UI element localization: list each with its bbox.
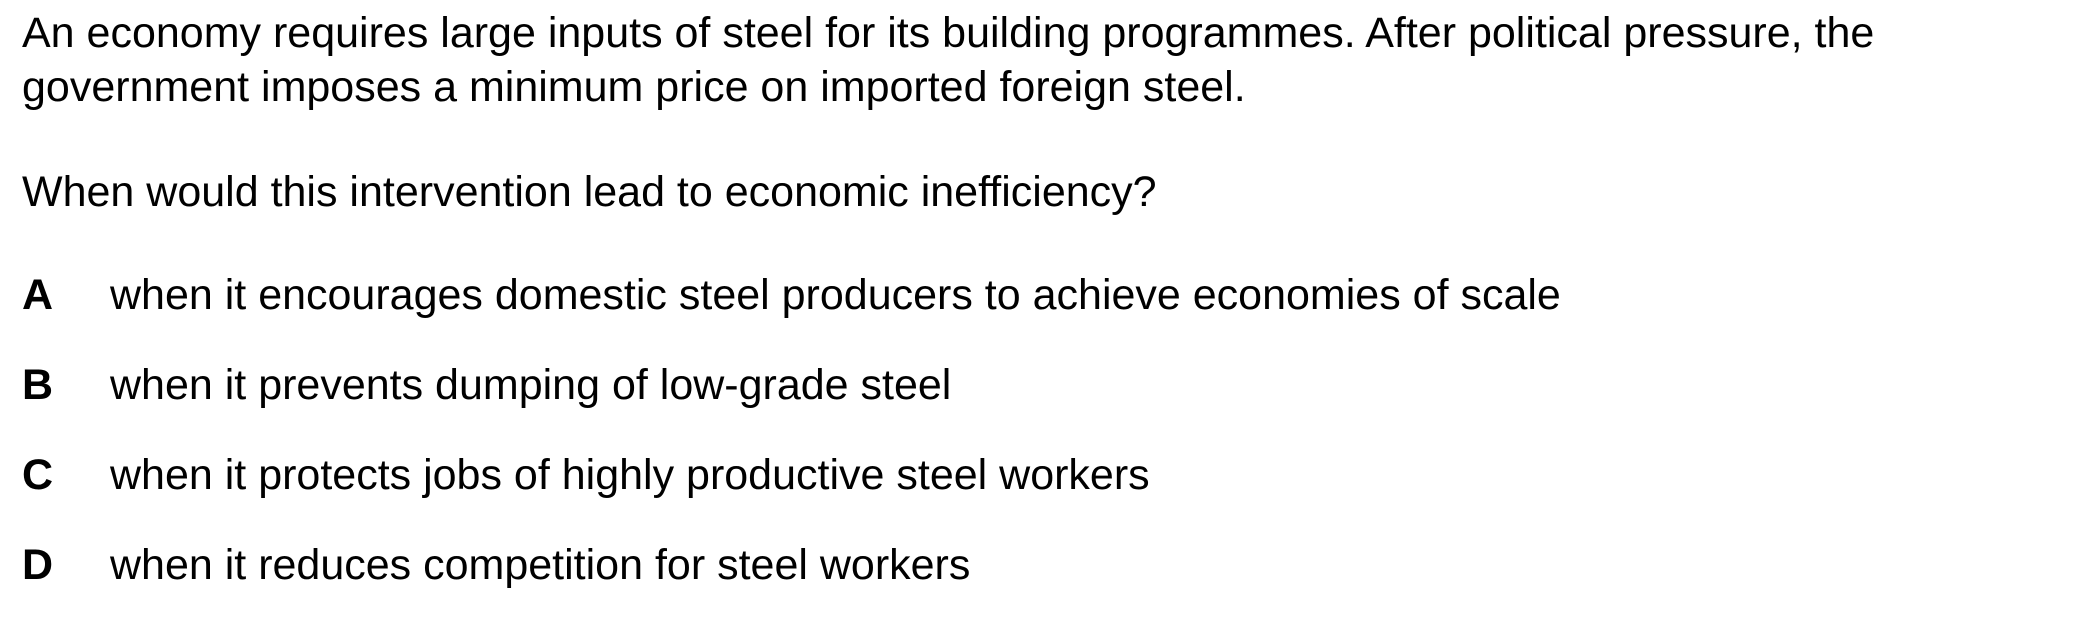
question-prompt: When would this intervention lead to eco… [22,168,1157,216]
answer-options: A when it encourages domestic steel prod… [22,268,1561,628]
option-text: when it protects jobs of highly producti… [110,451,1150,499]
option-letter: C [22,451,54,499]
answer-option-c[interactable]: C when it protects jobs of highly produc… [22,448,1561,538]
question-stem: An economy requires large inputs of stee… [22,6,2082,114]
option-text: when it prevents dumping of low-grade st… [110,361,952,409]
option-letter: B [22,361,54,409]
question-stem-line-2: government imposes a minimum price on im… [22,63,1246,111]
answer-option-b[interactable]: B when it prevents dumping of low-grade … [22,358,1561,448]
answer-option-d[interactable]: D when it reduces competition for steel … [22,538,1561,628]
option-text: when it encourages domestic steel produc… [110,271,1561,319]
option-letter: A [22,271,54,319]
question-stem-line-1: An economy requires large inputs of stee… [22,9,1875,57]
answer-option-a[interactable]: A when it encourages domestic steel prod… [22,268,1561,358]
question-page: An economy requires large inputs of stee… [22,6,2082,589]
option-text: when it reduces competition for steel wo… [110,541,971,589]
option-letter: D [22,541,54,589]
